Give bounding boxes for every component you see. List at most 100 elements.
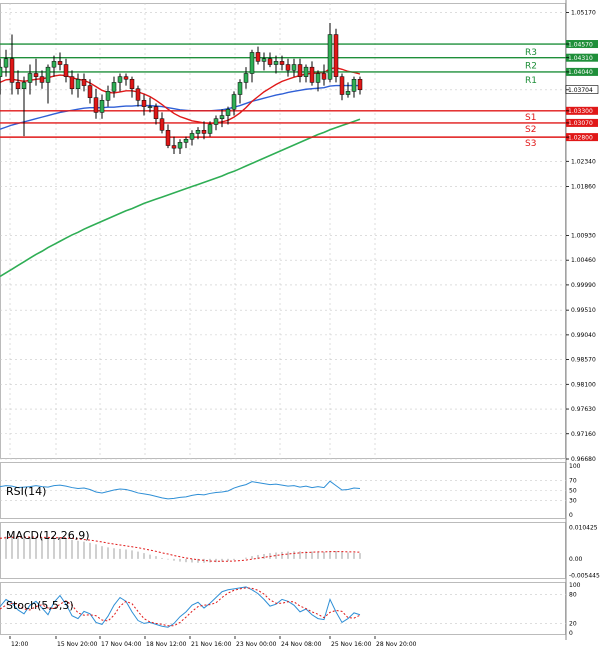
candle-body — [261, 58, 267, 62]
price-axis-label: 0.98570 — [571, 357, 596, 364]
candle-body — [171, 145, 177, 149]
ma-mid-line — [0, 84, 360, 130]
level-value-r1: 1.04040 — [568, 69, 593, 76]
candles — [0, 22, 363, 154]
rsi-axis-label: 70 — [569, 478, 577, 485]
macd-axis-label: 0.00 — [569, 556, 583, 563]
level-value-r3: 1.04570 — [568, 41, 593, 48]
time-axis: 12:00 15 Nov 20:00 17 Nov 04:00 18 Nov 12:0… — [9, 636, 417, 648]
candle-body — [357, 79, 363, 91]
price-axis-label: 1.00930 — [571, 232, 596, 239]
candle-body — [57, 61, 63, 65]
rsi-title: RSI(14) — [6, 485, 46, 498]
candle-body — [267, 58, 273, 65]
level-label-r3: R3 — [525, 48, 537, 58]
candle-body — [3, 58, 9, 68]
rsi-axis-label: 30 — [569, 497, 577, 504]
pivot-levels: R3 1.04570 R2 1.04310 R1 1.04040 S1 1.03300 S2 1.… — [0, 40, 599, 149]
time-axis-label: 17 Nov 04:00 — [101, 641, 142, 648]
rsi-panel: 100 70 50 30 0 — [0, 463, 581, 519]
candle-body — [273, 61, 279, 65]
level-value-tag-r2 — [566, 53, 598, 62]
candle-body — [249, 52, 255, 74]
candle-body — [207, 124, 213, 134]
candle-body — [237, 82, 243, 95]
candle-body — [225, 108, 231, 116]
level-value-r2: 1.04310 — [568, 55, 593, 62]
price-axis-label: 1.05170 — [571, 9, 596, 16]
price-axis-label: 0.99040 — [571, 332, 596, 339]
price-axis-label: 0.98100 — [571, 381, 596, 388]
level-value-s3: 1.02800 — [568, 134, 593, 141]
candle-body — [159, 118, 165, 131]
stoch-axis-label: 0 — [569, 630, 573, 637]
stoch-title: Stoch(5,5,3) — [6, 599, 74, 612]
candle-body — [279, 61, 285, 65]
candle-body — [303, 66, 309, 77]
candle-body — [51, 61, 57, 68]
candle-body — [327, 34, 333, 80]
macd-title: MACD(12,26,9) — [6, 529, 90, 542]
rsi-axis-label: 0 — [569, 512, 573, 519]
candle-body — [201, 130, 207, 134]
rsi-line — [0, 480, 361, 500]
candle-body — [351, 79, 357, 92]
level-value-s1: 1.03300 — [568, 108, 593, 115]
level-value-tag-s1 — [566, 106, 598, 115]
candle-body — [0, 66, 3, 77]
candle-body — [33, 73, 39, 77]
price-axis-label: 1.02340 — [571, 158, 596, 165]
candle-body — [321, 73, 327, 80]
stoch-axis-label: 20 — [569, 620, 577, 627]
level-label-s2: S2 — [525, 125, 536, 135]
price-axis-label: 0.99990 — [571, 282, 596, 289]
stoch-main-line — [0, 586, 361, 628]
candle-body — [339, 76, 345, 95]
level-label-r2: R2 — [525, 62, 537, 72]
stoch-signal-line — [0, 587, 361, 627]
candle-body — [177, 142, 183, 149]
candle-body — [315, 73, 321, 83]
candle-body — [105, 91, 111, 101]
candle-body — [81, 79, 87, 86]
candle-body — [147, 106, 153, 108]
level-value-tag-s2 — [566, 118, 598, 127]
candle-body — [21, 82, 27, 89]
candle-body — [15, 82, 21, 89]
candle-body — [285, 64, 291, 71]
candle-body — [243, 73, 249, 83]
candle-body — [99, 100, 105, 113]
candle-body — [183, 138, 189, 143]
stoch-axis-label: 100 — [569, 582, 581, 589]
time-axis-label: 23 Nov 00:00 — [236, 641, 277, 648]
candle-body — [297, 64, 303, 77]
level-value-tag-r3 — [566, 40, 598, 49]
price-axis-label: 0.96680 — [571, 456, 596, 463]
candle-body — [189, 133, 195, 140]
candle-body — [141, 100, 147, 107]
price-axis-label: 0.99510 — [571, 307, 596, 314]
candle-body — [75, 79, 81, 89]
candle-body — [63, 64, 69, 77]
candle-body — [129, 79, 135, 89]
price-axis-label: 0.97630 — [571, 406, 596, 413]
candle-body — [231, 94, 237, 110]
candle-body — [39, 76, 45, 83]
candle-body — [255, 52, 261, 62]
macd-signal-line — [0, 536, 361, 562]
time-axis-label: 24 Nov 08:00 — [281, 641, 322, 648]
candle-body — [69, 76, 75, 89]
candle-body — [135, 88, 141, 101]
candle-body — [345, 91, 351, 95]
rsi-axis-label: 100 — [569, 463, 581, 470]
level-label-s3: S3 — [525, 139, 536, 149]
candle-body — [45, 66, 51, 83]
time-axis-label: 28 Nov 20:00 — [376, 641, 417, 648]
candle-body — [219, 115, 225, 119]
level-value-tag-r1 — [566, 67, 598, 76]
candle-body — [87, 85, 93, 98]
price-axis-label: 1.00460 — [571, 257, 596, 264]
candle-body — [9, 58, 15, 83]
macd-axis-label: -0.005445 — [569, 572, 600, 579]
